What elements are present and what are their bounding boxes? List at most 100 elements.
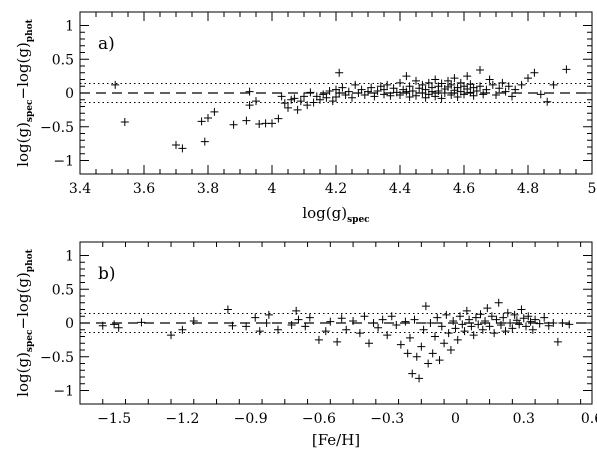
data-point bbox=[544, 321, 553, 330]
data-point bbox=[528, 325, 537, 334]
y-tick-label: −0.5 bbox=[40, 120, 74, 136]
data-point bbox=[471, 313, 480, 322]
data-point bbox=[460, 90, 468, 99]
data-point bbox=[466, 80, 475, 89]
data-point bbox=[412, 352, 421, 361]
data-point bbox=[360, 312, 369, 321]
data-point bbox=[305, 313, 314, 322]
data-point bbox=[342, 325, 351, 334]
data-point bbox=[349, 316, 358, 325]
panel-a-y-tick-labels: −1 −0.5 0 0.5 1 bbox=[40, 19, 74, 170]
data-point bbox=[469, 331, 478, 340]
panel-b-points bbox=[98, 298, 574, 383]
data-point bbox=[535, 319, 544, 328]
data-point bbox=[469, 83, 478, 92]
x-tick-label: 5 bbox=[588, 181, 597, 197]
data-point bbox=[380, 85, 388, 94]
data-point bbox=[469, 91, 478, 100]
data-point bbox=[419, 325, 428, 334]
x-tick-label: 3.6 bbox=[133, 181, 155, 197]
data-point bbox=[369, 319, 378, 327]
data-point bbox=[292, 306, 301, 315]
data-point bbox=[403, 349, 412, 358]
data-point bbox=[172, 140, 180, 149]
data-point bbox=[300, 92, 308, 101]
data-point bbox=[277, 92, 286, 101]
panel-b-y-axis-label: log(g)spec−log(g)phot bbox=[14, 248, 35, 396]
data-point bbox=[476, 66, 484, 75]
y-tick-label: 0.5 bbox=[52, 282, 74, 298]
y-tick-label: 0 bbox=[65, 86, 74, 102]
data-point bbox=[326, 317, 335, 326]
data-point bbox=[389, 84, 398, 93]
data-point bbox=[444, 329, 453, 338]
data-point bbox=[255, 327, 264, 336]
data-point bbox=[245, 101, 254, 110]
data-point bbox=[433, 313, 442, 322]
data-point bbox=[242, 116, 251, 125]
x-tick-label: 4.8 bbox=[517, 181, 539, 197]
data-point bbox=[501, 327, 510, 336]
data-point bbox=[442, 310, 451, 319]
data-point bbox=[242, 322, 251, 331]
data-point bbox=[456, 78, 465, 87]
data-point bbox=[228, 321, 237, 330]
data-point bbox=[268, 119, 276, 128]
data-point bbox=[264, 310, 273, 319]
data-point bbox=[110, 320, 119, 329]
data-point bbox=[314, 335, 323, 344]
data-point bbox=[485, 75, 494, 84]
data-point bbox=[274, 114, 283, 123]
data-point bbox=[453, 83, 462, 92]
x-tick-label: −0.3 bbox=[370, 411, 404, 427]
data-point bbox=[450, 74, 459, 83]
panel-a-label: a) bbox=[98, 34, 115, 54]
data-point bbox=[543, 97, 552, 106]
data-point bbox=[466, 88, 475, 97]
data-point bbox=[434, 86, 443, 95]
data-point bbox=[111, 80, 120, 89]
data-point bbox=[485, 322, 494, 331]
panel-a-x-axis-label: log(g)spec bbox=[302, 204, 370, 225]
x-tick-label: 4 bbox=[268, 181, 277, 197]
data-point bbox=[252, 97, 260, 106]
data-point bbox=[482, 85, 491, 94]
data-point bbox=[508, 324, 517, 333]
data-point bbox=[517, 305, 526, 314]
data-point bbox=[316, 95, 324, 104]
data-point bbox=[412, 91, 420, 100]
x-tick-label: 0 bbox=[451, 411, 460, 427]
data-point bbox=[408, 86, 417, 95]
data-point bbox=[415, 374, 424, 383]
data-point bbox=[178, 325, 187, 334]
data-point bbox=[338, 83, 347, 92]
data-point bbox=[284, 103, 292, 112]
data-point bbox=[364, 339, 373, 348]
data-point bbox=[524, 312, 533, 321]
data-point bbox=[499, 313, 508, 322]
data-point bbox=[405, 333, 414, 342]
data-point bbox=[476, 82, 484, 91]
data-point bbox=[460, 327, 469, 336]
data-point bbox=[424, 78, 433, 87]
data-point bbox=[456, 312, 465, 321]
data-point bbox=[306, 88, 315, 97]
y-tick-label: −1 bbox=[53, 384, 74, 400]
data-point bbox=[453, 335, 462, 344]
y-tick-label: 1 bbox=[65, 249, 74, 265]
data-point bbox=[374, 323, 383, 332]
data-point bbox=[120, 118, 129, 127]
data-point bbox=[373, 86, 382, 95]
data-point bbox=[387, 312, 396, 321]
data-point bbox=[558, 319, 567, 327]
data-point bbox=[204, 113, 212, 122]
y-tick-label: −0.5 bbox=[40, 350, 74, 366]
data-point bbox=[417, 342, 426, 351]
data-point bbox=[476, 310, 485, 319]
x-tick-label: 0.6 bbox=[581, 411, 597, 427]
data-point bbox=[492, 315, 501, 324]
data-point bbox=[447, 80, 456, 89]
data-point bbox=[526, 317, 535, 326]
y-tick-label: −1 bbox=[53, 154, 74, 170]
